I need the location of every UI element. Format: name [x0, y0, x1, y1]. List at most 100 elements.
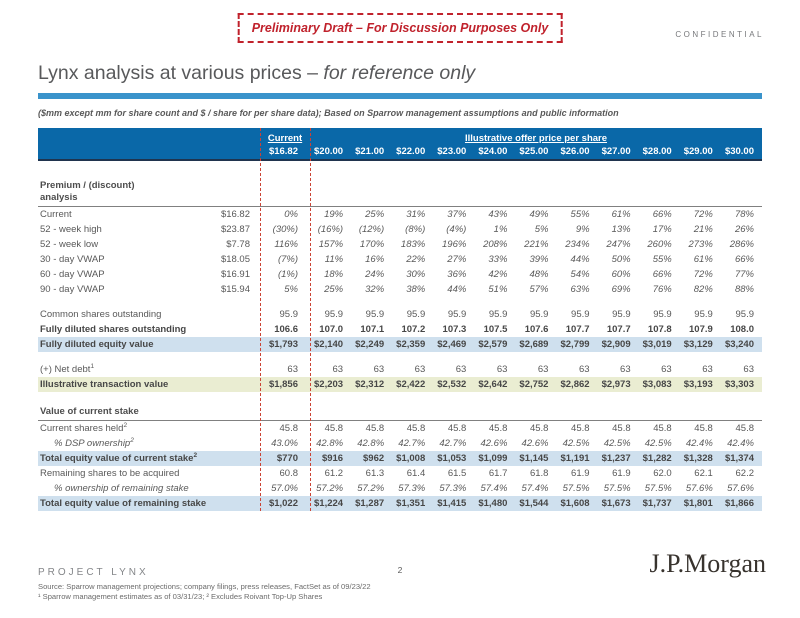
current-value: 60.8 — [279, 468, 299, 479]
reference-price — [208, 496, 260, 511]
cell-value: 95.9 — [406, 309, 426, 320]
cell-value: $2,359 — [392, 337, 434, 352]
cell-value: 54% — [570, 269, 590, 280]
cell-value: 107.2 — [401, 324, 426, 335]
cell-value: (16%) — [317, 224, 344, 235]
cell-value: 63 — [496, 364, 508, 375]
table-row: % ownership of remaining stake 57.0% 57.2%… — [38, 481, 762, 496]
cell-value: 60% — [611, 269, 631, 280]
cell-value: $1,099 — [474, 451, 516, 466]
cell-value: 9% — [575, 224, 590, 235]
reference-price — [208, 421, 260, 437]
cell-value: 107.0 — [319, 324, 344, 335]
cell-value: 32% — [365, 284, 385, 295]
analysis-table-wrap: Current Illustrative offer price per sha… — [38, 128, 762, 511]
cell-value: 11% — [324, 254, 344, 265]
cell-value: 63 — [537, 364, 549, 375]
cell-value: 95.9 — [735, 309, 755, 320]
cell-value: 63 — [455, 364, 467, 375]
cell-value: 21% — [693, 224, 713, 235]
cell-value: 61.8 — [529, 468, 549, 479]
analysis-table: Current Illustrative offer price per sha… — [38, 128, 762, 511]
offer-price: $30.00 — [720, 144, 762, 161]
current-value: (1%) — [277, 269, 298, 280]
cell-value: $2,469 — [433, 337, 475, 352]
cell-value: 45.8 — [488, 423, 508, 434]
cell-value: 78% — [734, 209, 754, 220]
cell-value: 170% — [359, 239, 385, 250]
cell-value: 77% — [734, 269, 754, 280]
table-row: 90 - day VWAP $15.94 5% 25% 32% 38% 44% 51% 57% 6… — [38, 282, 762, 297]
table-row: 30 - day VWAP $18.05 (7%) 11% 16% 22% 27% 33% 39… — [38, 252, 762, 267]
spacer-row — [38, 160, 762, 174]
offer-price: $25.00 — [515, 144, 557, 161]
row-label: 60 - day VWAP — [40, 269, 105, 280]
cell-value: 69% — [611, 284, 631, 295]
cell-value: 24% — [365, 269, 385, 280]
current-value: $1,856 — [260, 377, 310, 392]
cell-value: 76% — [652, 284, 672, 295]
cell-value: 107.9 — [689, 324, 713, 335]
cell-value: 44% — [570, 254, 590, 265]
cell-value: 95.9 — [365, 309, 385, 320]
cell-value: 18% — [324, 269, 344, 280]
current-value: 95.9 — [279, 309, 299, 320]
row-label: 52 - week low — [40, 239, 99, 250]
header-blank — [38, 144, 260, 161]
cell-value: $1,673 — [597, 496, 639, 511]
cell-value: $2,140 — [310, 337, 352, 352]
row-label: 90 - day VWAP — [40, 284, 105, 295]
cell-value: 42.5% — [603, 438, 631, 449]
row-label: (+) Net debt1 — [40, 362, 95, 375]
cell-value: $1,053 — [433, 451, 475, 466]
offer-price: $26.00 — [556, 144, 598, 161]
cell-value: 42.4% — [685, 438, 713, 449]
preliminary-draft-stamp: Preliminary Draft – For Discussion Purpo… — [237, 13, 563, 43]
cell-value: 62.1 — [694, 468, 713, 479]
cell-value: 208% — [483, 239, 508, 250]
table-row: Total equity value of current stake2 $770… — [38, 451, 762, 466]
header-group-row: Current Illustrative offer price per sha… — [38, 128, 762, 144]
cell-value: 107.8 — [647, 324, 672, 335]
cell-value: $1,374 — [720, 451, 762, 466]
cell-value: 1% — [493, 224, 508, 235]
table-row: 52 - week high $23.87 (30%) (16%) (12%) (8%) (… — [38, 222, 762, 237]
cell-value: $2,689 — [515, 337, 557, 352]
cell-value: 107.1 — [360, 324, 385, 335]
spacer-row — [38, 297, 762, 307]
cell-value: $2,312 — [351, 377, 393, 392]
offer-price-header: Illustrative offer price per share — [464, 133, 608, 144]
cell-value: 57% — [529, 284, 549, 295]
reference-price — [208, 377, 260, 392]
cell-value: $962 — [351, 451, 393, 466]
cell-value: 31% — [406, 209, 426, 220]
cell-value: $2,909 — [597, 337, 639, 352]
current-value: $1,022 — [260, 496, 310, 511]
cell-value: 63 — [702, 364, 713, 375]
table-row: 52 - week low $7.78 116% 157% 170% 183% 196% 20… — [38, 237, 762, 252]
page-number: 2 — [397, 565, 403, 575]
cell-value: $916 — [310, 451, 352, 466]
cell-value: $2,973 — [597, 377, 639, 392]
cell-value: $2,203 — [310, 377, 352, 392]
cell-value: 63 — [578, 364, 590, 375]
row-label: Fully diluted equity value — [38, 337, 208, 352]
preliminary-draft-text: Preliminary Draft – For Discussion Purpo… — [251, 21, 549, 35]
table-row: (+) Net debt1 63 63 63 63 63 63 63 63 63 63 63 63 — [38, 362, 762, 377]
cell-value: 62.0 — [653, 468, 672, 479]
cell-value: 44% — [447, 284, 467, 295]
reference-price — [208, 466, 260, 481]
current-value: 63 — [287, 364, 298, 375]
cell-value: 61.9 — [612, 468, 631, 479]
spacer-cell — [38, 297, 762, 307]
reference-price — [208, 337, 260, 352]
price-header-row: $16.82 $20.00 $21.00 $22.00 $23.00 $24.00 $25… — [38, 144, 762, 161]
cell-value: 42.5% — [644, 438, 672, 449]
jpmorgan-logo: J.P.Morgan — [649, 549, 766, 578]
cell-value: $3,083 — [638, 377, 680, 392]
subtitle-note: ($mm except mm for share count and $ / s… — [38, 108, 619, 118]
cell-value: $1,351 — [392, 496, 434, 511]
table-row: % DSP ownership2 43.0% 42.8% 42.8% 42.7% 42.7… — [38, 436, 762, 451]
cell-value: 63 — [332, 364, 344, 375]
reference-price — [208, 451, 260, 466]
